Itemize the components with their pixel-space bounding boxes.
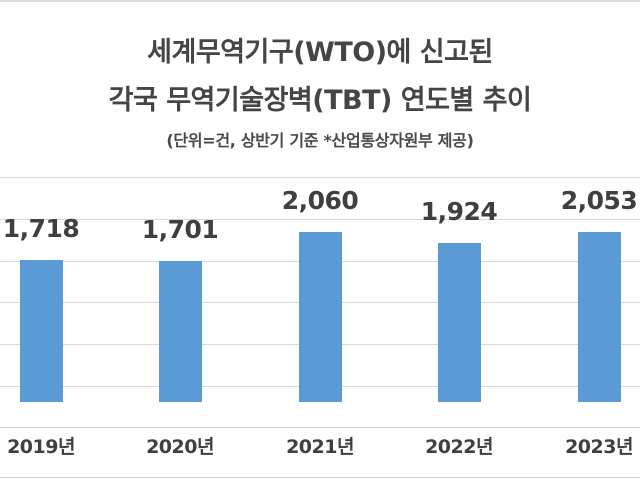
bar-2020 bbox=[158, 261, 202, 402]
chart-subtitle: (단위=건, 상반기 기준 *산업통상자원부 제공) bbox=[166, 131, 474, 150]
data-label-2020: 1,701 bbox=[141, 215, 219, 245]
chart-title-line-2: 각국 무역기술장벽(TBT) 연도별 추이 bbox=[108, 85, 532, 116]
bottom-border bbox=[0, 477, 640, 478]
data-label-2019: 1,718 bbox=[2, 214, 80, 243]
x-axis-line bbox=[0, 427, 640, 428]
data-label-2023: 2,053 bbox=[560, 186, 638, 216]
x-tick-label-2021: 2021년 bbox=[286, 436, 354, 458]
bar-2021 bbox=[298, 231, 342, 402]
bar-2023 bbox=[577, 232, 621, 402]
chart-title-line-1: 세계무역기구(WTO)에 신고된 bbox=[147, 37, 493, 68]
bar-2022 bbox=[437, 242, 481, 402]
gridline bbox=[0, 219, 640, 220]
x-tick-label-2019: 2019년 bbox=[7, 436, 75, 458]
x-tick-label-2020: 2020년 bbox=[146, 436, 214, 458]
bar-2019 bbox=[19, 260, 63, 402]
x-tick-label-2022: 2022년 bbox=[425, 436, 493, 458]
top-border bbox=[0, 0, 640, 2]
gridline bbox=[0, 177, 640, 178]
data-label-2021: 2,060 bbox=[281, 185, 359, 215]
data-label-2022: 1,924 bbox=[420, 196, 498, 226]
x-tick-label-2023: 2023년 bbox=[565, 436, 633, 458]
